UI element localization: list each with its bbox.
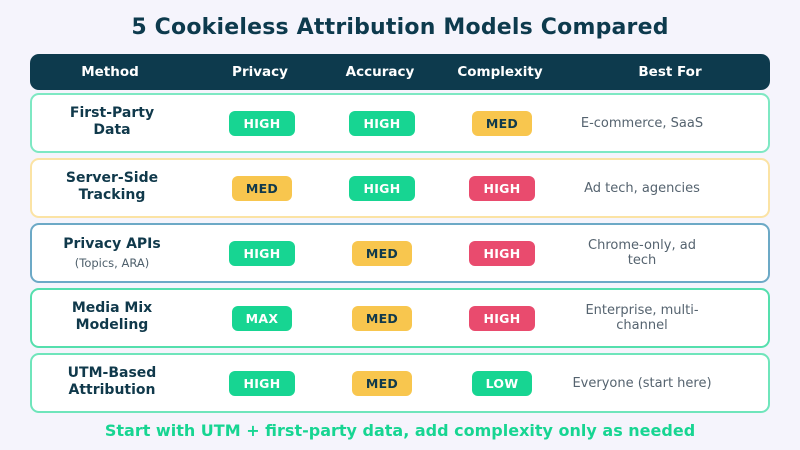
- best-for-text: Ad tech, agencies: [584, 180, 700, 196]
- table-row: Privacy APIs (Topics, ARA) HIGH MED HIGH…: [30, 223, 770, 283]
- table-row: Media Mix Modeling MAX MED HIGH Enterpri…: [30, 288, 770, 348]
- method-name: Server-Side Tracking: [65, 169, 159, 204]
- complexity-badge: HIGH: [469, 240, 535, 266]
- table-header-row: Method Privacy Accuracy Complexity Best …: [30, 54, 770, 90]
- column-header-privacy: Privacy: [232, 64, 288, 80]
- method-name: Privacy APIs: [63, 236, 161, 253]
- method-name: First-Party Data: [69, 104, 155, 139]
- privacy-badge: HIGH: [229, 370, 295, 396]
- column-header-complexity: Complexity: [457, 64, 543, 80]
- privacy-badge: HIGH: [229, 240, 295, 266]
- page-title: 5 Cookieless Attribution Models Compared: [131, 15, 669, 40]
- best-for-text: Chrome-only, ad tech: [588, 238, 696, 268]
- complexity-badge: HIGH: [469, 305, 535, 331]
- method-name: Media Mix Modeling: [71, 299, 153, 334]
- best-for-text: Enterprise, multi-channel: [585, 303, 699, 333]
- accuracy-badge: MED: [351, 240, 413, 266]
- complexity-badge: LOW: [471, 370, 533, 396]
- accuracy-badge: MED: [351, 370, 413, 396]
- accuracy-badge: MED: [351, 305, 413, 331]
- footer-note: Start with UTM + first-party data, add c…: [104, 421, 696, 440]
- comparison-table: Method Privacy Accuracy Complexity Best …: [30, 54, 770, 413]
- table-row: UTM-Based Attribution HIGH MED LOW Every…: [30, 353, 770, 413]
- column-header-best-for: Best For: [638, 64, 702, 80]
- method-subtitle: (Topics, ARA): [74, 255, 150, 270]
- best-for-text: E-commerce, SaaS: [580, 115, 704, 131]
- complexity-badge: HIGH: [469, 175, 535, 201]
- accuracy-badge: HIGH: [349, 175, 415, 201]
- privacy-badge: MED: [231, 175, 293, 201]
- privacy-badge: HIGH: [229, 110, 295, 136]
- best-for-text: Everyone (start here): [572, 375, 712, 391]
- column-header-accuracy: Accuracy: [345, 64, 415, 80]
- privacy-badge: MAX: [231, 305, 293, 331]
- table-row: First-Party Data HIGH HIGH MED E-commerc…: [30, 93, 770, 153]
- table-row: Server-Side Tracking MED HIGH HIGH Ad te…: [30, 158, 770, 218]
- complexity-badge: MED: [471, 110, 533, 136]
- column-header-method: Method: [81, 64, 139, 80]
- accuracy-badge: HIGH: [349, 110, 415, 136]
- method-name: UTM-Based Attribution: [67, 364, 157, 399]
